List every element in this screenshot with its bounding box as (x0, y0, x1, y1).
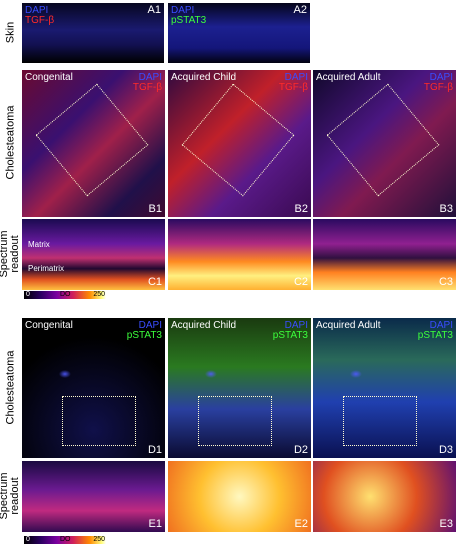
stain-label: TGF-β (25, 15, 55, 26)
image-panel: Acquired Child DAPI TGF-β B2 (168, 70, 311, 217)
panel-id: C2 (293, 276, 308, 288)
stain-label: DAPI (284, 72, 308, 83)
row-label-line: readout (9, 477, 21, 515)
stain-label: pSTAT3 (272, 330, 308, 341)
roi-box (198, 396, 272, 446)
colorbar-label: DO (60, 536, 71, 543)
annotation: Matrix (28, 240, 50, 249)
image-panel: Matrix Perimatrix C1 (22, 219, 165, 290)
stain-label: TGF-β (423, 82, 453, 93)
roi-box (62, 396, 136, 446)
panel-title: Acquired Child (171, 320, 237, 331)
panel-id: B1 (148, 203, 162, 215)
image-panel: E2 (168, 461, 311, 532)
panel-id: B3 (439, 203, 453, 215)
panel-title: Congenital (25, 72, 73, 83)
row-label: Spectrum readout (0, 464, 21, 528)
panel-id: E3 (439, 518, 453, 530)
image-panel: C3 (313, 219, 456, 290)
panel-id: C1 (147, 276, 162, 288)
stain-label: pSTAT3 (126, 330, 162, 341)
image-panel: Congenital DAPI TGF-β B1 (22, 70, 165, 217)
colorbar: 0 DO 250 (24, 536, 106, 544)
row-label: Skin (4, 21, 17, 44)
roi-box (326, 83, 440, 197)
row-label: Spectrum readout (0, 222, 21, 286)
roi-box (343, 396, 417, 446)
stain-label: pSTAT3 (417, 330, 453, 341)
row-label: Cholesteatoma (4, 105, 17, 180)
colorbar-max: 250 (93, 291, 105, 298)
colorbar-min: 0 (26, 536, 30, 543)
panel-id: C3 (438, 276, 453, 288)
panel-title: Acquired Adult (316, 72, 381, 83)
panel-id: E2 (294, 518, 308, 530)
image-panel: Acquired Adult DAPI pSTAT3 D3 (313, 318, 456, 458)
stain-label: TGF-β (278, 82, 308, 93)
panel-title: Acquired Adult (316, 320, 381, 331)
stain-label: DAPI (171, 5, 195, 16)
panel-id: A2 (293, 4, 307, 16)
image-panel: DAPI TGF-β A1 (22, 3, 164, 63)
image-panel: C2 (168, 219, 311, 290)
stain-label: DAPI (25, 5, 49, 16)
row-label-line: readout (9, 235, 21, 273)
stain-label: DAPI (284, 320, 308, 331)
image-panel: E1 (22, 461, 165, 532)
stain-label: TGF-β (132, 82, 162, 93)
colorbar-max: 250 (93, 536, 105, 543)
stain-label: DAPI (429, 72, 453, 83)
panel-title: Congenital (25, 320, 73, 331)
image-panel: DAPI pSTAT3 A2 (168, 3, 310, 63)
colorbar-min: 0 (26, 291, 30, 298)
stain-label: DAPI (429, 320, 453, 331)
image-panel: Acquired Adult DAPI TGF-β B3 (313, 70, 456, 217)
panel-id: B2 (294, 203, 308, 215)
panel-title: Acquired Child (171, 72, 237, 83)
roi-box (181, 83, 295, 197)
image-panel: Congenital DAPI pSTAT3 D1 (22, 318, 165, 458)
image-panel: E3 (313, 461, 456, 532)
annotation: Perimatrix (28, 264, 65, 273)
image-panel: Acquired Child DAPI pSTAT3 D2 (168, 318, 311, 458)
panel-id: D1 (147, 444, 162, 456)
panel-id: E1 (148, 518, 162, 530)
row-label: Cholesteatoma (4, 350, 17, 425)
panel-id: D3 (438, 444, 453, 456)
panel-id: A1 (147, 4, 161, 16)
stain-label: DAPI (138, 320, 162, 331)
colorbar-label: DO (60, 291, 71, 298)
colorbar: 0 DO 250 (24, 291, 106, 299)
panel-id: D2 (293, 444, 308, 456)
roi-box (35, 83, 149, 197)
stain-label: pSTAT3 (171, 15, 207, 26)
stain-label: DAPI (138, 72, 162, 83)
